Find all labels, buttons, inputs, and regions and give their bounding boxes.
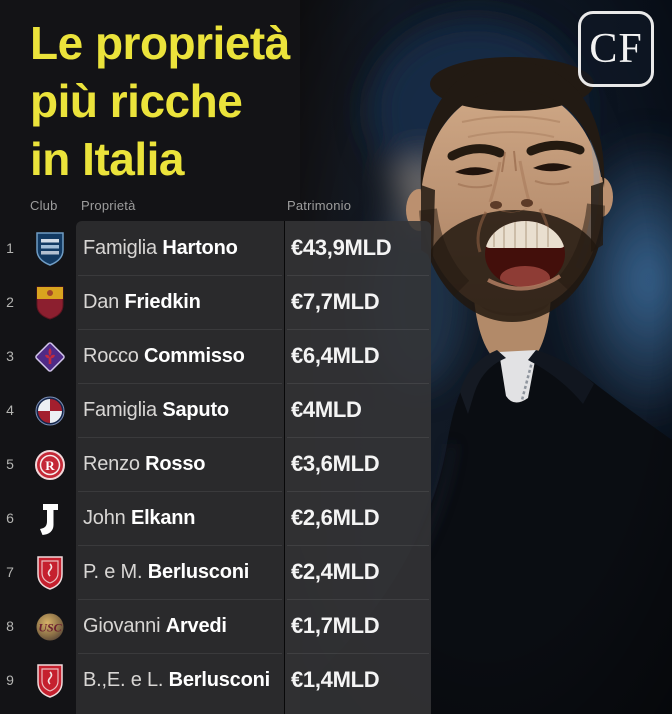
table-row: 6 John Elkann €2,6MLD (0, 491, 431, 545)
wealth-value: €6,4MLD (291, 343, 380, 368)
row-separator (287, 437, 429, 438)
owner-surname: Elkann (130, 507, 196, 529)
owner-first-name: Giovanni (83, 615, 166, 637)
table-row: 7 P. e M. Berlusconi €2,4MLD (0, 545, 431, 599)
owner-name: John Elkann (83, 491, 196, 545)
wealth-value: €4MLD (291, 397, 362, 422)
row-separator (78, 653, 282, 654)
row-separator (287, 545, 429, 546)
owner-name: Famiglia Hartono (83, 221, 238, 275)
wealth-value: €2,6MLD (291, 505, 380, 530)
wealth-value: €43,9MLD (291, 235, 392, 260)
rank-number: 4 (6, 402, 14, 418)
svg-text:USC: USC (38, 621, 62, 635)
rank-number: 3 (6, 348, 14, 364)
row-separator (78, 545, 282, 546)
table-row: 1 Famiglia Hartono €43,9MLD (0, 221, 431, 275)
rank-number: 2 (6, 294, 14, 310)
owner-surname: Commisso (144, 345, 245, 367)
owner-surname: Friedkin (124, 291, 201, 313)
owner-first-name: Famiglia (83, 237, 163, 259)
row-separator (78, 491, 282, 492)
rank-number: 9 (6, 672, 14, 688)
owner-surname: Hartono (162, 237, 238, 259)
roma-badge-icon (32, 284, 68, 322)
column-header-owner: Proprietà (81, 198, 136, 213)
rank-number: 6 (6, 510, 14, 526)
svg-text:R: R (45, 458, 55, 473)
row-separator (287, 599, 429, 600)
owner-surname: Berlusconi (147, 561, 250, 583)
table-row: 9 B.,E. e L. Berlusconi €1,4MLD (0, 653, 431, 707)
row-separator (78, 275, 282, 276)
row-separator (287, 275, 429, 276)
column-header-club: Club (30, 198, 58, 213)
wealth-value: €7,7MLD (291, 289, 380, 314)
table-row: 5 R Renzo Rosso €3,6MLD (0, 437, 431, 491)
owner-first-name: Renzo (83, 453, 146, 475)
column-header-wealth: Patrimonio (287, 198, 352, 213)
wealth-value: €1,4MLD (291, 667, 380, 692)
title-line-1: Le proprietà (30, 17, 290, 69)
owner-first-name: Famiglia (83, 399, 163, 421)
table-row: 8 USC Giovanni Arvedi €1,7MLD (0, 599, 431, 653)
wealth-value: €1,7MLD (291, 613, 380, 638)
owner-surname: Berlusconi (168, 669, 271, 691)
rank-number: 8 (6, 618, 14, 634)
juventus-badge-icon (32, 500, 68, 538)
wealth-value: €2,4MLD (291, 559, 380, 584)
monza-badge-icon (32, 662, 68, 700)
owner-name: Famiglia Saputo (83, 383, 229, 437)
owner-name: P. e M. Berlusconi (83, 545, 249, 599)
table-row: 4 Famiglia Saputo €4MLD (0, 383, 431, 437)
owner-name: Rocco Commisso (83, 329, 245, 383)
column-divider (284, 221, 285, 714)
rank-number: 7 (6, 564, 14, 580)
row-separator (78, 329, 282, 330)
vicenza-badge-icon: R (32, 446, 68, 484)
table-row: 3 Rocco Commisso €6,4MLD (0, 329, 431, 383)
owner-surname: Arvedi (165, 615, 227, 637)
cremonese-badge-icon: USC (32, 608, 68, 646)
owner-name: B.,E. e L. Berlusconi (83, 653, 270, 707)
table-row: 2 Dan Friedkin €7,7MLD (0, 275, 431, 329)
owner-name: Renzo Rosso (83, 437, 205, 491)
row-separator (78, 599, 282, 600)
fiorentina-badge-icon (32, 338, 68, 376)
bologna-badge-icon (32, 392, 68, 430)
owner-first-name: B.,E. e L. (83, 669, 169, 691)
row-separator (287, 653, 429, 654)
como-badge-icon (32, 230, 68, 268)
owner-name: Giovanni Arvedi (83, 599, 227, 653)
cf-logo-text: CF (589, 26, 643, 72)
owner-first-name: Dan (83, 291, 125, 313)
owner-first-name: John (83, 507, 131, 529)
row-separator (78, 437, 282, 438)
rank-number: 5 (6, 456, 14, 472)
rank-number: 1 (6, 240, 14, 256)
cf-logo: CF (578, 11, 654, 87)
wealth-value: €3,6MLD (291, 451, 380, 476)
owner-first-name: P. e M. (83, 561, 148, 583)
row-separator (287, 491, 429, 492)
page-title: Le proprietà più ricche in Italia (30, 14, 290, 188)
owner-surname: Rosso (145, 453, 206, 475)
row-separator (78, 383, 282, 384)
owner-first-name: Rocco (83, 345, 145, 367)
owner-surname: Saputo (162, 399, 229, 421)
owner-column-panel (76, 221, 284, 714)
row-separator (287, 383, 429, 384)
title-line-3: in Italia (30, 133, 184, 185)
row-separator (287, 329, 429, 330)
title-line-2: più ricche (30, 75, 243, 127)
owner-name: Dan Friedkin (83, 275, 201, 329)
monza-badge-icon (32, 554, 68, 592)
wealth-column-panel (285, 221, 431, 714)
